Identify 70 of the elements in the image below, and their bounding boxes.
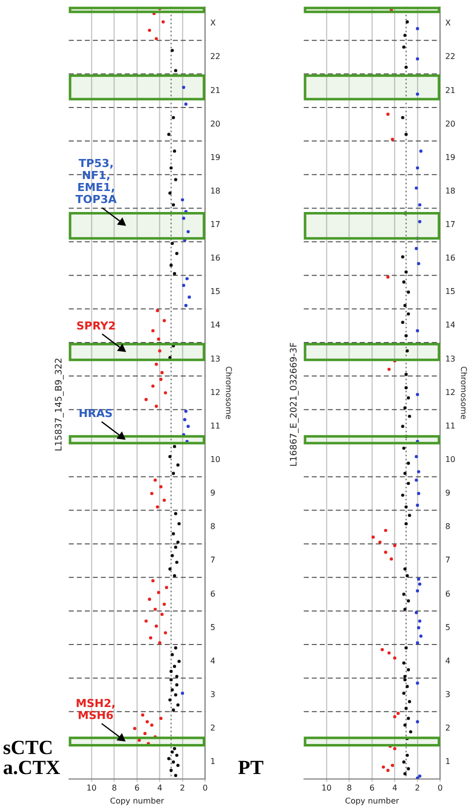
y-tick-label: 4 bbox=[445, 656, 450, 666]
y-tick-label: 16 bbox=[445, 254, 456, 263]
x-tick-label: 8 bbox=[112, 784, 117, 793]
text: L16867_E_2021_032669-3F bbox=[290, 342, 300, 467]
y-tick-label: 11 bbox=[445, 421, 456, 430]
x-tick-label: 10 bbox=[86, 784, 97, 793]
y-tick-label: 8 bbox=[210, 522, 216, 532]
x-tick-label: 8 bbox=[346, 784, 352, 793]
annotation: TP53, NF1, EME1, TOP3A bbox=[76, 157, 118, 206]
y-tick-label: 20 bbox=[445, 119, 456, 128]
y-tick-label: 1 bbox=[445, 757, 450, 766]
x-tick-label: 0 bbox=[202, 784, 208, 793]
y-tick-label: 2 bbox=[445, 724, 450, 733]
y-tick-label: 19 bbox=[445, 152, 456, 162]
y-tick-label: 7 bbox=[445, 556, 450, 565]
y-axis-title: Chromosome bbox=[459, 366, 468, 420]
y-tick-label: 15 bbox=[445, 287, 456, 296]
y-tick-label: 7 bbox=[210, 556, 216, 565]
x-tick-label: 6 bbox=[369, 784, 375, 793]
y-tick-label: 5 bbox=[210, 622, 216, 632]
x-tick-label: 4 bbox=[157, 784, 162, 793]
y-tick-label: 11 bbox=[210, 421, 220, 430]
y-tick-label: 6 bbox=[445, 589, 450, 598]
y-tick-label: 9 bbox=[210, 488, 216, 498]
y-tick-label: 12 bbox=[210, 388, 220, 397]
x-tick-label: 0 bbox=[438, 784, 443, 793]
text: PT bbox=[238, 756, 264, 779]
y-tick-label: 14 bbox=[445, 320, 456, 330]
x-tick-label: 4 bbox=[392, 784, 398, 793]
y-tick-label: 2 bbox=[210, 724, 216, 733]
y-tick-label: 9 bbox=[445, 488, 450, 498]
x-tick-label: 2 bbox=[180, 784, 186, 793]
y-tick-label: 8 bbox=[445, 522, 450, 532]
y-tick-label: 10 bbox=[445, 455, 456, 464]
y-tick-label: 4 bbox=[210, 656, 216, 666]
x-tick-label: 10 bbox=[321, 784, 332, 793]
y-tick-label: 5 bbox=[445, 622, 450, 632]
text: L15837_145_B9_322 bbox=[54, 358, 65, 452]
y-tick-label: 22 bbox=[210, 52, 220, 62]
y-tick-label: 13 bbox=[210, 354, 220, 364]
y-tick-label: 16 bbox=[210, 254, 220, 263]
y-tick-label: 3 bbox=[445, 690, 450, 699]
x-tick-label: 6 bbox=[134, 784, 140, 793]
annotation: MSH2, MSH6 bbox=[76, 696, 116, 722]
x-axis-title: Copy number bbox=[344, 796, 400, 806]
y-tick-label: 17 bbox=[210, 220, 220, 230]
y-tick-label: 22 bbox=[445, 52, 456, 62]
y-axis-title: Chromosome bbox=[224, 366, 234, 420]
y-tick-label: 10 bbox=[210, 455, 220, 464]
y-tick-label: 18 bbox=[210, 186, 220, 196]
y-tick-label: 3 bbox=[210, 690, 216, 699]
y-tick-label: 13 bbox=[445, 354, 456, 364]
annotation: HRAS bbox=[78, 407, 113, 420]
x-axis-title: Copy number bbox=[110, 796, 165, 806]
y-tick-label: 17 bbox=[445, 220, 456, 230]
y-tick-label: 15 bbox=[210, 287, 220, 296]
annotation: SPRY2 bbox=[76, 319, 116, 332]
y-tick-label: 12 bbox=[445, 388, 456, 397]
y-tick-label: X bbox=[210, 18, 216, 28]
y-tick-label: 6 bbox=[210, 589, 216, 598]
y-tick-label: 21 bbox=[445, 86, 456, 95]
y-tick-label: 18 bbox=[445, 186, 456, 196]
y-tick-label: X bbox=[445, 18, 452, 28]
y-tick-label: 21 bbox=[210, 86, 220, 95]
y-tick-label: 20 bbox=[210, 119, 220, 128]
text: sCTC a.CTX bbox=[3, 736, 61, 779]
y-tick-label: 14 bbox=[210, 320, 220, 330]
x-tick-label: 2 bbox=[414, 784, 420, 793]
y-tick-label: 19 bbox=[210, 152, 220, 162]
y-tick-label: 1 bbox=[210, 757, 216, 766]
